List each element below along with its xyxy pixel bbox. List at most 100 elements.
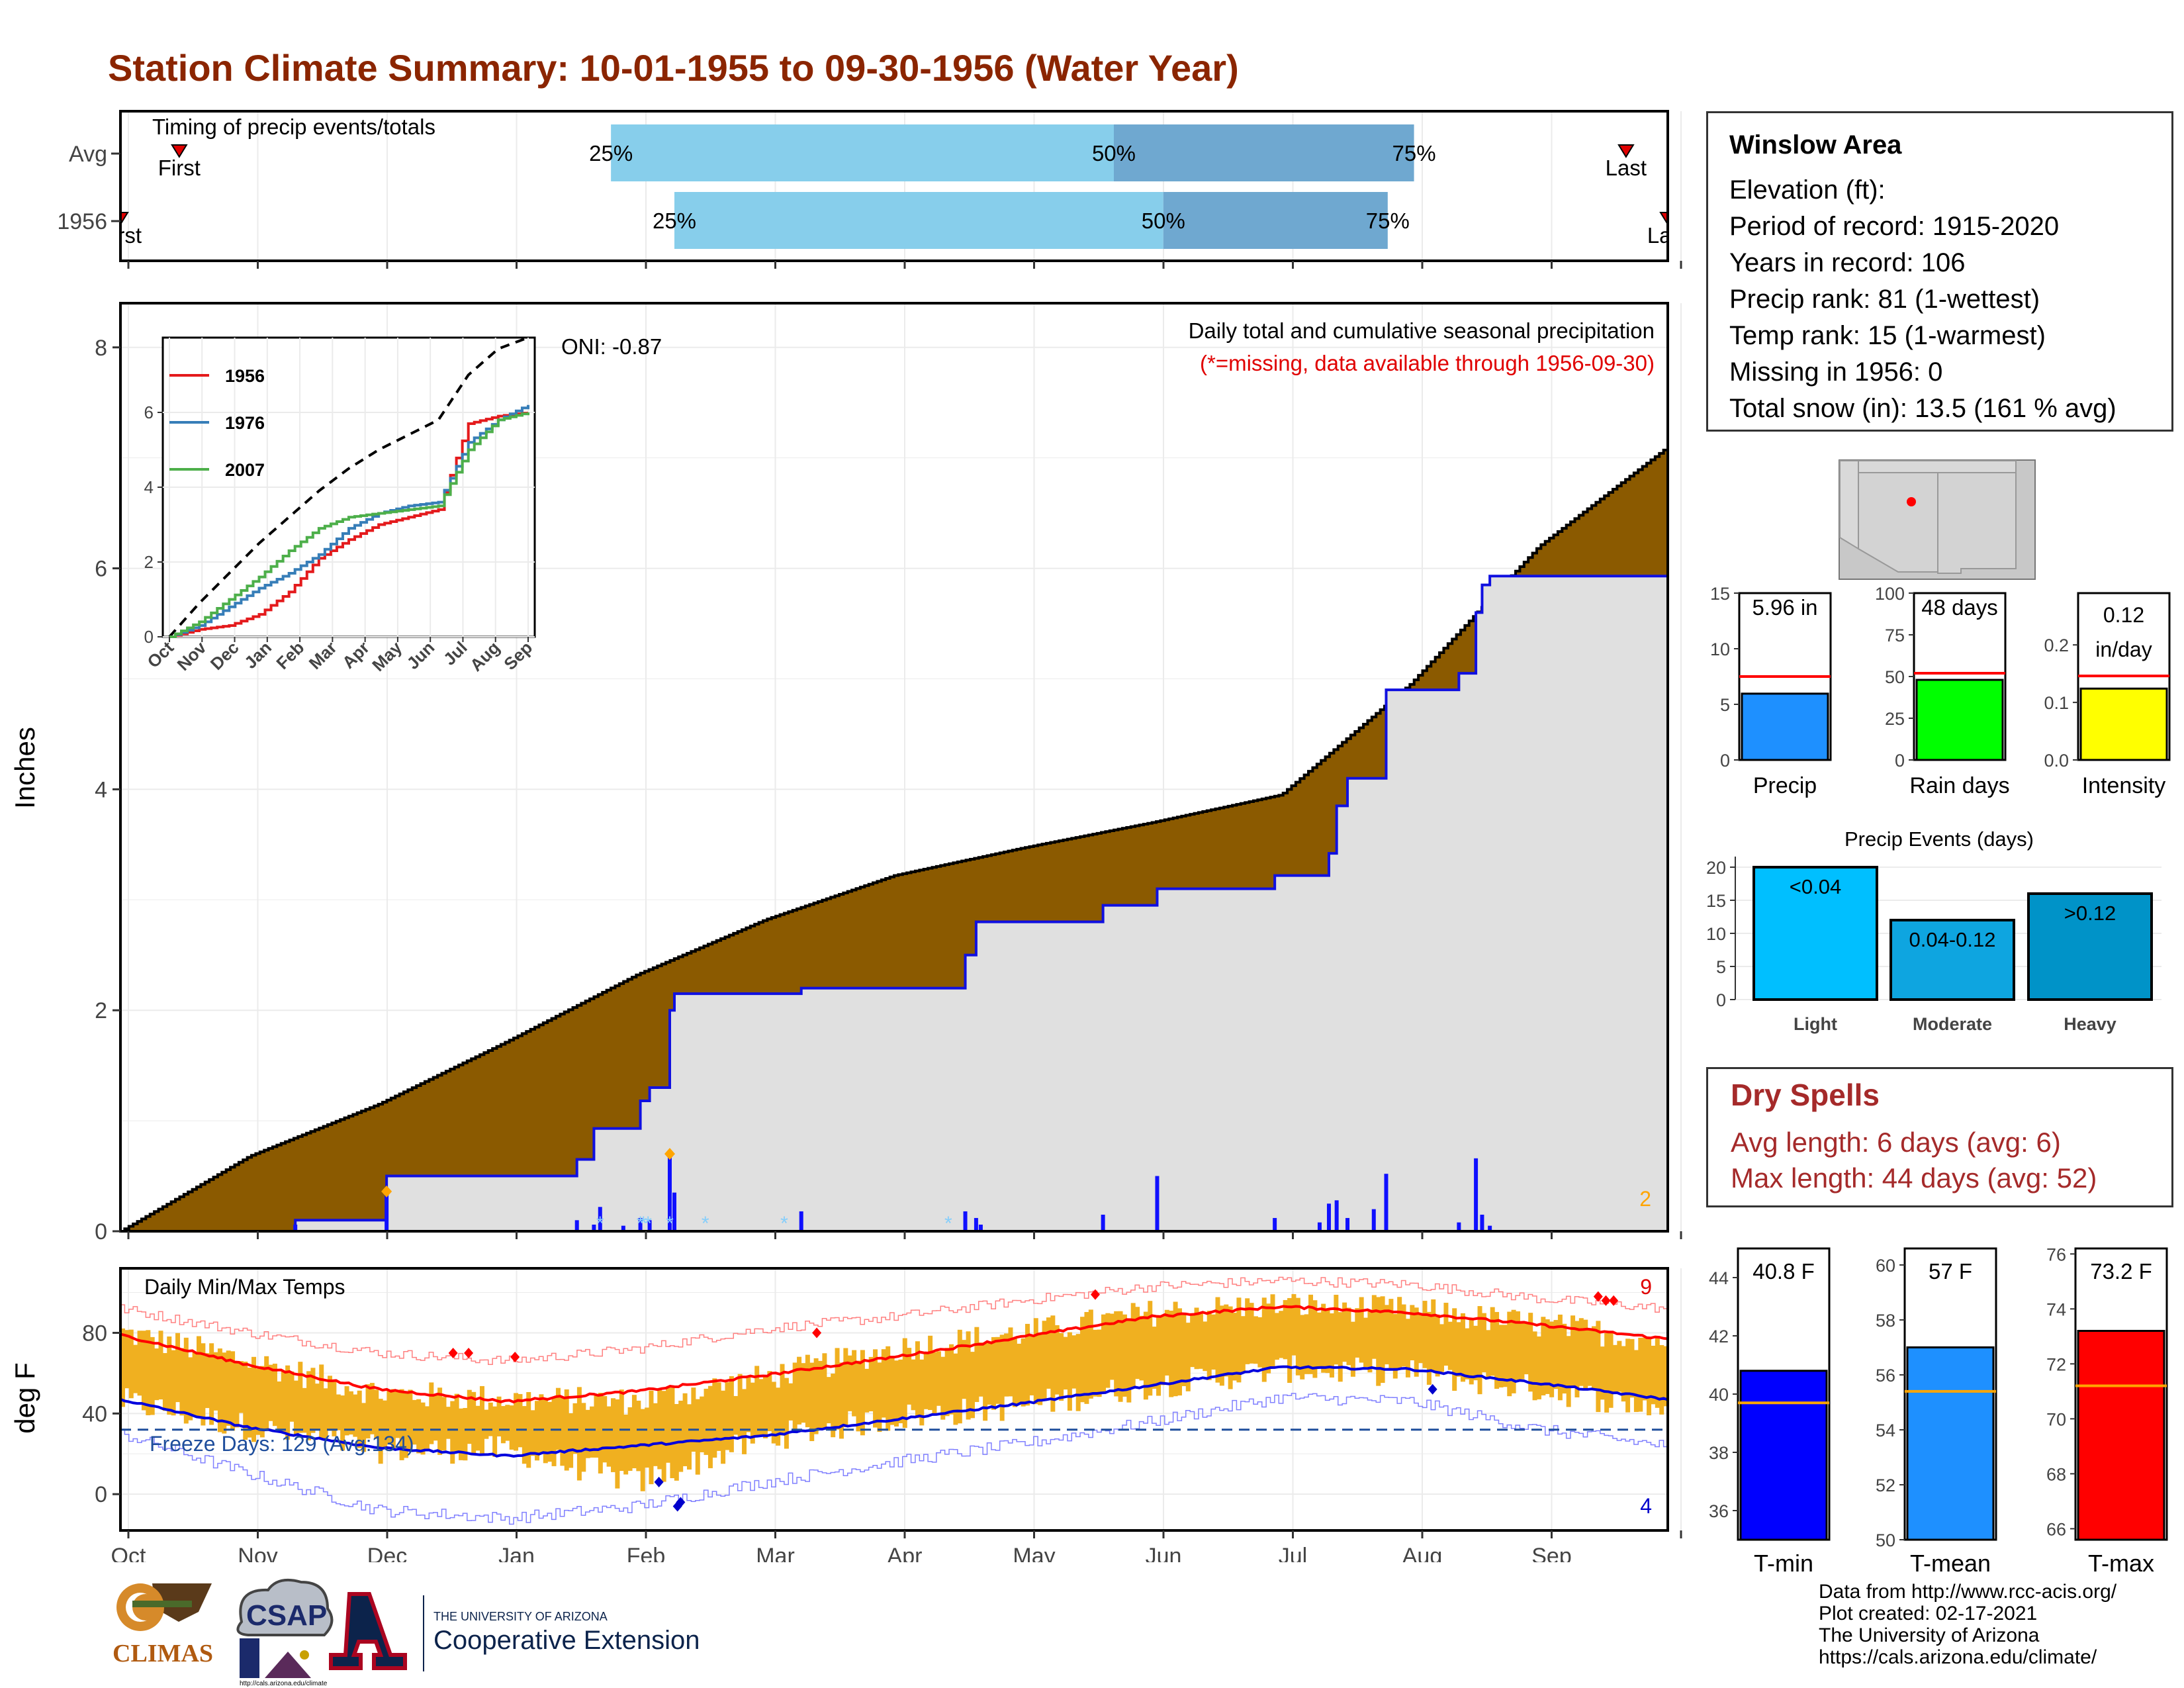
daily-temp-bar [1498, 1325, 1504, 1387]
daily-temp-bar [1203, 1321, 1208, 1372]
month-label: Jun [1146, 1544, 1182, 1562]
daily-temp-bar [707, 1385, 713, 1468]
daily-temp-bar [831, 1374, 836, 1438]
daily-temp-bar [1477, 1306, 1482, 1395]
daily-temp-bar [1291, 1293, 1297, 1356]
daily-temp-bar [894, 1360, 899, 1427]
daily-temp-bar [1422, 1301, 1428, 1368]
daily-temp-bar [801, 1363, 806, 1423]
record-low-marker [1428, 1383, 1437, 1395]
daily-temp-bar [154, 1348, 159, 1401]
oni-label: ONI: -0.87 [561, 334, 662, 359]
daily-temp-bar [729, 1376, 734, 1452]
station-line-temp-rank: Temp rank: 15 (1-warmest) [1729, 321, 2046, 350]
locator-map [1839, 459, 2036, 580]
daily-temp-bar [1169, 1310, 1174, 1397]
daily-temp-bar [1038, 1333, 1043, 1405]
daily-temp-bar [1334, 1294, 1339, 1365]
snow-marker: * [644, 1213, 652, 1235]
daily-temp-bar [1232, 1313, 1238, 1381]
daily-temp-bar [999, 1335, 1005, 1421]
mini-temp-ytick-label: 38 [1709, 1443, 1729, 1463]
mini-temp-ytick-label: 66 [2046, 1519, 2066, 1539]
daily-temp-bar [1008, 1327, 1013, 1397]
daily-temp-bar [1160, 1315, 1165, 1385]
precip-ytick-label: 8 [95, 336, 107, 361]
daily-temp-bar [661, 1391, 666, 1482]
daily-temp-bar [1494, 1311, 1500, 1389]
timing-bar-25-50 [674, 192, 1163, 249]
daily-temp-bar [188, 1357, 193, 1421]
daily-temp-bar [488, 1402, 493, 1436]
daily-precip-bar [1457, 1222, 1461, 1231]
daily-temp-bar [137, 1331, 142, 1396]
daily-temp-bar [944, 1348, 950, 1417]
daily-temp-bar [606, 1406, 612, 1467]
month-label: Feb [627, 1544, 666, 1562]
daily-temp-bar [277, 1381, 282, 1431]
daily-temp-bar [1439, 1324, 1445, 1372]
daily-temp-bar [700, 1396, 705, 1452]
daily-temp-bar [1642, 1337, 1647, 1401]
daily-temp-bar [243, 1361, 248, 1440]
daily-temp-bar [445, 1407, 451, 1439]
station-line-missing: Missing in 1956: 0 [1729, 357, 1943, 387]
daily-temp-bar [1181, 1315, 1187, 1386]
daily-temp-bar [408, 1389, 413, 1452]
daily-temp-bar [247, 1368, 252, 1438]
daily-temp-bar [902, 1338, 907, 1429]
daily-temp-bar [353, 1394, 358, 1437]
mini-temp-ytick-label: 36 [1709, 1501, 1729, 1521]
daily-precip-bar [621, 1225, 625, 1231]
daily-temp-bar [919, 1359, 925, 1426]
daily-temp-bar [1017, 1343, 1022, 1405]
record-precip-marker [664, 1148, 675, 1160]
daily-temp-bar [611, 1398, 615, 1472]
mini-precip-label: Precip [1753, 773, 1817, 798]
daily-temp-bar [1152, 1327, 1157, 1389]
daily-temp-bar [1481, 1313, 1486, 1373]
daily-temp-bar [1410, 1305, 1415, 1360]
daily-temp-bar [281, 1370, 286, 1433]
daily-temp-bar [962, 1340, 967, 1399]
daily-precip-bar [1488, 1225, 1492, 1231]
page-title: Station Climate Summary: 10-01-1955 to 0… [108, 47, 1239, 89]
daily-temp-bar [484, 1409, 489, 1439]
daily-temp-bar [1338, 1312, 1343, 1382]
daily-temp-bar [399, 1389, 404, 1460]
daily-temp-bar [306, 1371, 312, 1440]
daily-temp-bar [1194, 1307, 1199, 1370]
logos: CLIMAS CSAP http://cals.arizona.edu/clim… [113, 1579, 608, 1687]
daily-temp-bar [268, 1364, 273, 1421]
daily-temp-bar [868, 1356, 874, 1411]
mini-precip-ytick-label: 25 [1885, 709, 1905, 729]
mini-precip-ytick-label: 15 [1710, 584, 1730, 604]
timing-bar-25-50 [611, 124, 1114, 181]
dry-spells-max: Max length: 44 days (avg: 52) [1731, 1162, 2097, 1194]
daily-temp-bar [754, 1366, 760, 1436]
daily-temp-bar [1629, 1338, 1635, 1398]
timing-p75-label: 75% [1392, 141, 1436, 165]
daily-temp-bar [1173, 1301, 1178, 1397]
daily-temp-bar [623, 1414, 629, 1475]
daily-temp-bar [1617, 1340, 1622, 1392]
mini-temp-charts: 40.8 F 36 38 40 42 44 T-min 57 F 50 52 54 56 58 60 T-m… [1709, 1244, 2168, 1575]
daily-temp-bar [1185, 1323, 1191, 1391]
daily-temp-bar [847, 1355, 852, 1411]
daily-temp-bar [1516, 1311, 1521, 1380]
daily-temp-bar [179, 1348, 185, 1416]
daily-temp-bar [1266, 1303, 1271, 1374]
daily-temp-bar [234, 1361, 240, 1428]
daily-temp-bar [572, 1403, 578, 1454]
daily-temp-bar [217, 1348, 222, 1432]
daily-temp-bar [332, 1380, 337, 1436]
mini-precip-ytick-label: 100 [1875, 584, 1905, 604]
daily-temp-bar [792, 1362, 797, 1431]
daily-temp-bar [771, 1382, 776, 1444]
precip-panel-subtitle: (*=missing, data available through 1956-… [1200, 351, 1655, 375]
daily-temp-bar [1663, 1346, 1668, 1407]
daily-temp-bar [1156, 1315, 1161, 1396]
daily-temp-bar [970, 1352, 975, 1419]
daily-temp-bar [1075, 1334, 1081, 1411]
